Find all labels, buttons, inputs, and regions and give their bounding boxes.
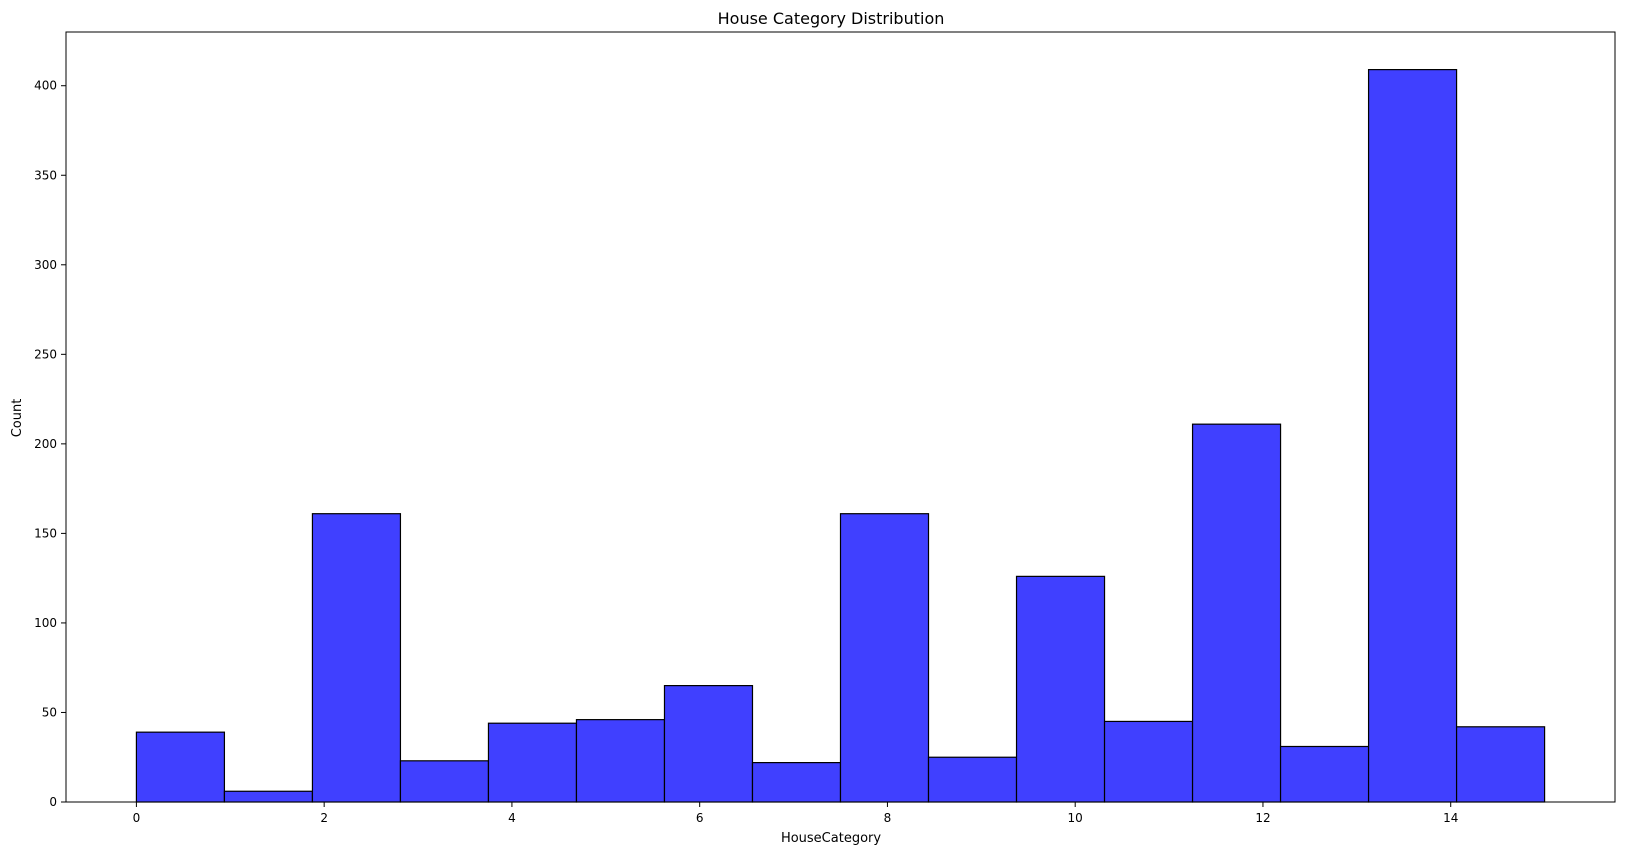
- chart-title: House Category Distribution: [718, 9, 945, 28]
- x-tick-label: 2: [320, 811, 328, 825]
- x-tick-label: 0: [133, 811, 141, 825]
- x-tick-label: 12: [1255, 811, 1270, 825]
- histogram-bar: [839, 513, 930, 803]
- histogram-bar: [1191, 423, 1282, 803]
- histogram-bar: [751, 762, 842, 803]
- x-tick-label: 8: [884, 811, 892, 825]
- histogram-bar: [135, 731, 226, 803]
- y-tick-label: 400: [34, 79, 57, 93]
- histogram-bar: [223, 790, 314, 803]
- y-tick-label: 100: [34, 616, 57, 630]
- y-axis-label: Count: [10, 399, 25, 438]
- histogram-bar: [311, 513, 402, 803]
- histogram-bar: [1367, 69, 1458, 803]
- histogram-bar: [487, 722, 578, 803]
- histogram-bar: [1015, 575, 1106, 803]
- y-tick-label: 0: [49, 795, 57, 809]
- bars-layer: [135, 69, 1546, 803]
- histogram-bar: [1455, 726, 1546, 803]
- y-tick-label: 50: [42, 705, 57, 719]
- x-tick-label: 4: [508, 811, 516, 825]
- y-tick-label: 350: [34, 168, 57, 182]
- y-tick-label: 300: [34, 258, 57, 272]
- y-tick-label: 150: [34, 526, 57, 540]
- histogram-bar: [575, 719, 666, 803]
- x-tick-label: 6: [696, 811, 704, 825]
- histogram-bar: [399, 760, 490, 803]
- histogram-bar: [663, 685, 754, 803]
- histogram-bar: [927, 756, 1018, 803]
- y-tick-label: 200: [34, 437, 57, 451]
- histogram-bar: [1279, 745, 1370, 803]
- histogram-bar: [1103, 720, 1194, 803]
- plot-frame: [65, 31, 1616, 803]
- axes-layer: 0 2 4 6 8 10 12 14 0 50 100 150 200 250 300 350 400: [34, 31, 1616, 825]
- x-tick-label: 10: [1068, 811, 1083, 825]
- x-tick-label: 14: [1443, 811, 1458, 825]
- y-tick-label: 250: [34, 347, 57, 361]
- x-axis-label: HouseCategory: [781, 831, 881, 846]
